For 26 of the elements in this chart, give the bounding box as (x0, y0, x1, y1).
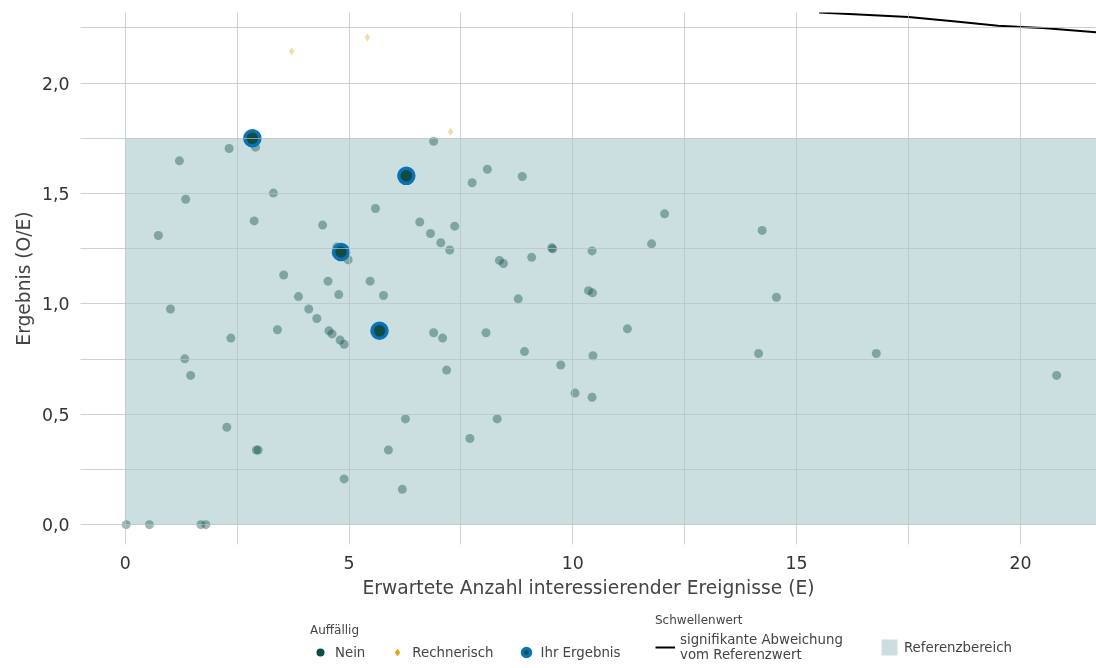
legend-label: Nein (335, 644, 366, 660)
x-tick-label: 20 (1009, 552, 1032, 573)
y-tick-label: 0,0 (41, 515, 70, 536)
point (370, 321, 389, 341)
y-axis-title: Ergebnis (O/E) (12, 211, 34, 346)
point (397, 166, 416, 186)
y-tick-label: 2,0 (41, 73, 70, 94)
legend-label: Rechnerisch (412, 644, 494, 660)
x-tick-label: 15 (785, 552, 808, 573)
point (331, 242, 351, 262)
x-axis-title: Erwartete Anzahl interessierender Ereignisse (E) (362, 576, 815, 598)
x-tick-label: 10 (561, 552, 584, 573)
legend-label: Referenzbereich (903, 639, 1013, 655)
y-tick-label: 1,5 (41, 184, 70, 205)
y-tick-label: 1,0 (41, 294, 70, 315)
point (364, 33, 371, 42)
y-tick-label: 0,5 (41, 404, 70, 425)
legend-title: Auffällig (310, 623, 361, 637)
x-tick-label: 5 (343, 552, 355, 573)
text: Schwellenwert (655, 613, 744, 627)
x-tick-label: 0 (119, 552, 131, 573)
point (243, 129, 262, 148)
legend-label: Ihr Ergebnis (540, 644, 621, 660)
point (447, 127, 454, 136)
legend-label: signifikante Abweichung vom Referenzwert (680, 632, 843, 662)
line-series (818, 12, 1096, 34)
